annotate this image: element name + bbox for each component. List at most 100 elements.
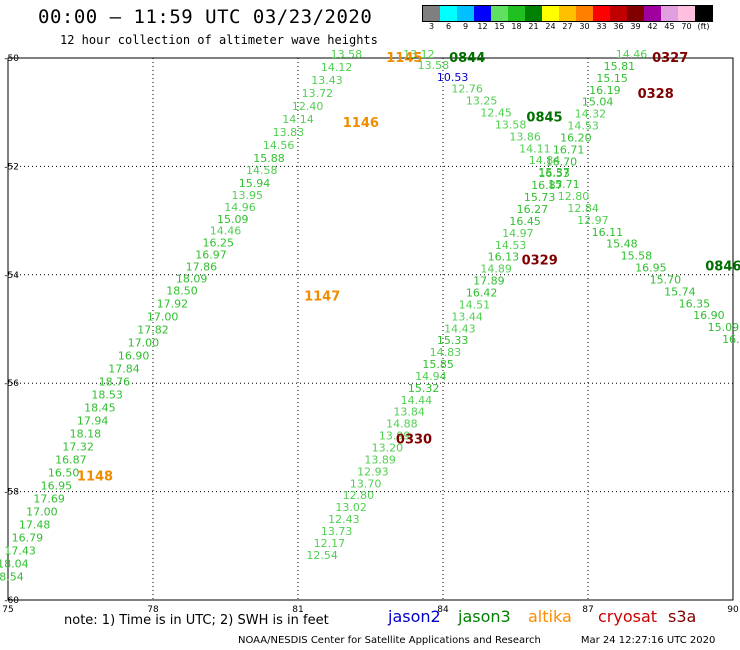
wave-height-value: 15.94 — [239, 177, 271, 190]
wave-height-value: 16.27 — [517, 203, 549, 216]
axis-tick-labels: 75 78 81 84 87 90 -50 -52 -54 -56 -58 -60 — [2, 54, 739, 615]
color-swatch — [440, 6, 457, 21]
color-scale-label: 45 — [664, 22, 675, 31]
wave-height-value: 14.56 — [263, 139, 295, 152]
color-swatch — [695, 6, 712, 21]
latitude-label: -52 — [4, 162, 19, 172]
wave-height-value: 15.32 — [408, 382, 440, 395]
wave-height-value: 13.70 — [350, 477, 382, 490]
wave-height-value: 16.97 — [195, 249, 227, 262]
wave-height-value: 10.53 — [437, 71, 469, 84]
color-scale-label: 18 — [511, 22, 522, 31]
wave-height-value: 12.93 — [357, 465, 389, 478]
longitude-label: 75 — [2, 605, 13, 615]
wave-height-value: 15.33 — [437, 334, 469, 347]
wave-height-value: 18.54 — [0, 570, 24, 583]
wave-height-value: 12.54 — [306, 549, 338, 562]
wave-height-value: 16.95 — [41, 479, 73, 492]
wave-height-value: 16.42 — [466, 286, 498, 299]
wave-height-value: 17.69 — [33, 492, 65, 505]
color-scale-label: 30 — [579, 22, 590, 31]
color-swatch — [644, 6, 661, 21]
wave-height-value: 16.11 — [592, 226, 624, 239]
credit-line: NOAA/NESDIS Center for Satellite Applica… — [238, 635, 715, 646]
wave-height-value: 13.58 — [331, 48, 363, 61]
color-scale-label: 6 — [445, 22, 452, 31]
longitude-label: 90 — [727, 605, 739, 615]
wave-height-value: 14.43 — [444, 322, 476, 335]
wave-height-value: 14.46 — [616, 48, 648, 61]
color-swatch — [610, 6, 627, 21]
wave-height-value: 16.25 — [203, 237, 235, 250]
legend-s3a: s3a — [668, 607, 697, 626]
wave-height-value: 16.95 — [635, 262, 667, 275]
wave-height-value: 16.71 — [553, 143, 585, 156]
wave-height-value: 12.80 — [343, 489, 375, 502]
track-time-label: 1147 — [304, 289, 340, 304]
legend-jason3: jason3 — [458, 607, 511, 626]
wave-height-value: 14.53 — [567, 120, 599, 133]
longitude-label: 84 — [437, 605, 449, 615]
latitude-label: -60 — [4, 596, 19, 606]
color-scale-label: 70 — [681, 22, 692, 31]
color-scale-label: 9 — [462, 22, 469, 31]
color-scale-labels: 3 6 9 12 15 18 21 24 27 30 33 36 39 42 45 70 (ft) — [422, 22, 740, 34]
wave-height-value: 16.20 — [560, 131, 592, 144]
wave-height-value: 17.48 — [19, 518, 51, 531]
legend-jason2: jason2 — [388, 607, 441, 626]
track-time-label: 0328 — [638, 87, 674, 102]
wave-height-value: 12.97 — [577, 214, 609, 227]
wave-height-value: 14.58 — [246, 164, 278, 177]
wave-height-value: 18.50 — [166, 284, 198, 297]
latitude-label: -56 — [4, 379, 19, 389]
wave-height-value: 15.48 — [606, 238, 638, 251]
wave-height-value: 14.94 — [415, 370, 447, 383]
page-title: 00:00 – 11:59 UTC 03/23/2020 — [38, 6, 373, 28]
wave-height-value: 13.12 — [403, 48, 435, 61]
wave-height-value: 18.04 — [0, 557, 29, 570]
wave-height-points: 13.5814.1213.4313.7212.4014.1413.8314.56… — [0, 48, 740, 583]
wave-height-value: 14.32 — [575, 108, 607, 121]
wave-height-value: 13.72 — [302, 87, 334, 100]
wave-height-value: 13.25 — [466, 95, 498, 108]
color-scale-label: 12 — [477, 22, 488, 31]
track-time-labels: 1145 0844 0845 0846 1146 1147 1148 0327 0328 0329… — [77, 51, 740, 484]
color-scale-label: 15 — [494, 22, 505, 31]
wave-height-value: 18.76 — [99, 375, 131, 388]
color-scale-label: 33 — [596, 22, 607, 31]
wave-height-value: 18.53 — [91, 388, 123, 401]
wave-height-value: 18.09 — [176, 272, 208, 285]
wave-height-value: 14.88 — [386, 418, 418, 431]
wave-height-value: 17.89 — [473, 275, 505, 288]
wave-height-value: 17.32 — [62, 440, 94, 453]
page-subtitle: 12 hour collection of altimeter wave hei… — [60, 33, 378, 47]
wave-height-value: 12.84 — [567, 202, 599, 215]
wave-height-value: 12.43 — [328, 513, 360, 526]
color-scale-label: 3 — [428, 22, 435, 31]
wave-height-value: 15.04 — [582, 96, 614, 109]
track-time-label: 1146 — [343, 116, 379, 131]
latitude-label: -54 — [4, 271, 19, 281]
longitude-label: 87 — [582, 605, 593, 615]
color-swatch — [542, 6, 559, 21]
wave-height-value: 15.73 — [524, 191, 556, 204]
color-scale-bar — [422, 5, 713, 22]
longitude-label: 81 — [292, 605, 303, 615]
latitude-label: -50 — [4, 54, 19, 64]
wave-height-value: 15.09 — [708, 321, 740, 334]
wave-height-value: 14.84 — [529, 154, 561, 167]
wave-height-value: 12.45 — [480, 107, 512, 120]
wave-height-value: 14.12 — [321, 61, 353, 74]
wave-height-value: 13.02 — [335, 501, 367, 514]
wave-height-value: 18.45 — [84, 401, 116, 414]
track-time-label: 0327 — [652, 51, 688, 66]
wave-height-value: 15.85 — [422, 358, 454, 371]
wave-height-value: 17.94 — [77, 414, 109, 427]
wave-height-value: 13.43 — [311, 74, 343, 87]
color-swatch — [661, 6, 678, 21]
color-swatch — [423, 6, 440, 21]
legend-altika: altika — [528, 607, 572, 626]
wave-height-value: 17.84 — [108, 362, 140, 375]
wave-height-value: 17.00 — [128, 336, 160, 349]
